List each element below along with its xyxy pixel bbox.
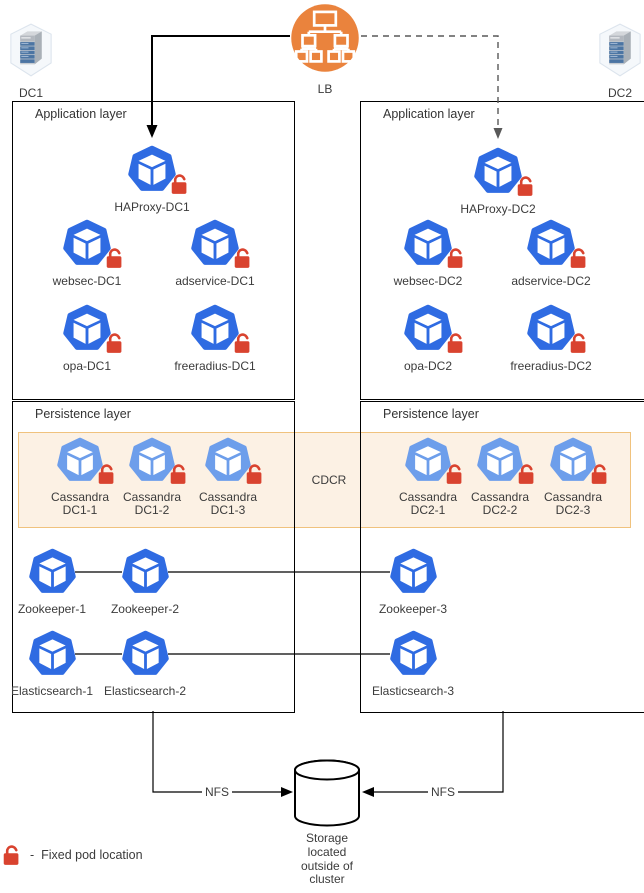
lock-icon bbox=[569, 331, 588, 354]
pod-freeradius-dc1: freeradius-DC1 bbox=[155, 304, 275, 373]
legend-text: - Fixed pod location bbox=[30, 847, 143, 862]
kubernetes-pod-icon bbox=[122, 548, 169, 595]
pod-elasticsearch-2: Elasticsearch-2 bbox=[85, 630, 205, 698]
lock-icon bbox=[245, 462, 264, 485]
pod-websec-dc2: websec-DC2 bbox=[368, 219, 488, 288]
server-rack-icon bbox=[597, 22, 643, 78]
dc1-persistence-layer-title: Persistence layer bbox=[35, 407, 131, 421]
pod-cassandra-dc1-1: Cassandra DC1-1 bbox=[20, 437, 140, 518]
pod-elasticsearch-1: Elasticsearch-1 bbox=[0, 630, 112, 698]
storage-label: Storage located outside of cluster bbox=[300, 831, 354, 887]
dc1-application-layer-title: Application layer bbox=[35, 107, 127, 121]
dc2-application-layer-title: Application layer bbox=[383, 107, 475, 121]
lock-icon bbox=[233, 331, 252, 354]
kubernetes-pod-icon bbox=[29, 630, 76, 677]
dc2-persistence-layer-title: Persistence layer bbox=[383, 407, 479, 421]
lock-icon bbox=[516, 174, 535, 197]
pod-cassandra-dc1-2: Cassandra DC1-2 bbox=[92, 437, 212, 518]
pod-cassandra-dc2-1: Cassandra DC2-1 bbox=[368, 437, 488, 518]
lb-label: LB bbox=[317, 82, 333, 96]
pod-haproxy-dc1: HAProxy-DC1 bbox=[92, 145, 212, 214]
pod-websec-dc1: websec-DC1 bbox=[27, 219, 147, 288]
lock-icon bbox=[105, 331, 124, 354]
legend-lock-icon bbox=[2, 843, 21, 866]
pod-opa-dc2: opa-DC2 bbox=[368, 304, 488, 373]
pod-zookeeper-3: Zookeeper-3 bbox=[353, 548, 473, 616]
lock-icon bbox=[170, 172, 189, 195]
lock-icon bbox=[590, 462, 609, 485]
kubernetes-pod-icon bbox=[29, 548, 76, 595]
pod-haproxy-dc2: HAProxy-DC2 bbox=[438, 147, 558, 216]
cdcr-label: CDCR bbox=[311, 473, 347, 487]
dc2-application-layer-box bbox=[360, 101, 644, 400]
pod-zookeeper-2: Zookeeper-2 bbox=[85, 548, 205, 616]
lock-icon bbox=[569, 246, 588, 269]
server-rack-icon bbox=[8, 22, 54, 78]
lock-icon bbox=[446, 331, 465, 354]
kubernetes-pod-icon bbox=[390, 630, 437, 677]
legend: - Fixed pod location bbox=[2, 843, 143, 866]
pod-adservice-dc1: adservice-DC1 bbox=[155, 219, 275, 288]
dc1-label: DC1 bbox=[18, 86, 43, 100]
load-balancer-icon bbox=[289, 2, 361, 74]
pod-zookeeper-1: Zookeeper-1 bbox=[0, 548, 112, 616]
dc2-server-node: DC2 bbox=[575, 22, 644, 100]
pod-cassandra-dc2-3: Cassandra DC2-3 bbox=[513, 437, 633, 518]
pod-elasticsearch-3: Elasticsearch-3 bbox=[353, 630, 473, 698]
lock-icon bbox=[105, 246, 124, 269]
storage-cylinder-icon bbox=[291, 757, 363, 829]
kubernetes-pod-icon bbox=[122, 630, 169, 677]
dc1-server-node: DC1 bbox=[0, 22, 76, 100]
lb-node: LB bbox=[280, 2, 370, 96]
nfs-label-right: NFS bbox=[428, 785, 458, 799]
pod-cassandra-dc1-3: Cassandra DC1-3 bbox=[168, 437, 288, 518]
kubernetes-pod-icon bbox=[390, 548, 437, 595]
lock-icon bbox=[233, 246, 252, 269]
dc2-label: DC2 bbox=[607, 86, 632, 100]
lock-icon bbox=[446, 246, 465, 269]
pod-cassandra-dc2-2: Cassandra DC2-2 bbox=[440, 437, 560, 518]
pod-adservice-dc2: adservice-DC2 bbox=[491, 219, 611, 288]
nfs-label-left: NFS bbox=[202, 785, 232, 799]
pod-opa-dc1: opa-DC1 bbox=[27, 304, 147, 373]
pod-freeradius-dc2: freeradius-DC2 bbox=[491, 304, 611, 373]
